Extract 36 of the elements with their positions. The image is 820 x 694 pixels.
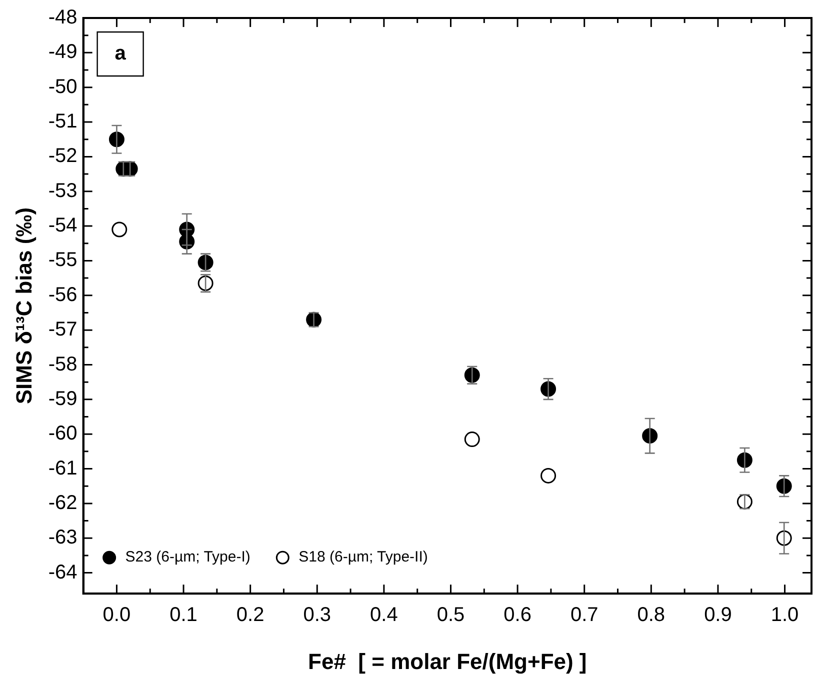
x-tick-label: 0.3: [303, 604, 332, 626]
point: [464, 432, 480, 448]
annotation: a: [114, 42, 127, 65]
y-tick-label: -54: [48, 214, 78, 237]
point: [540, 468, 556, 484]
x-tick-label: 1.0: [770, 604, 799, 626]
y-tick-label: -49: [48, 41, 78, 64]
x-tick-label: 0.0: [102, 604, 131, 626]
y-tick-label: -58: [48, 353, 78, 376]
y-tick-label: -52: [48, 145, 78, 168]
x-tick-label: 0.4: [370, 604, 398, 626]
x-tick-label: 0.7: [570, 604, 598, 626]
x-axis-title: Fe# [ = molar Fe/(Mg+Fe) ]: [308, 648, 587, 674]
x-tick-label: 0.1: [170, 604, 198, 626]
x-tick-label: 0.8: [637, 604, 666, 626]
y-tick-label: -57: [48, 318, 78, 341]
point: [112, 222, 128, 238]
x-tick-label: 0.5: [436, 604, 465, 626]
y-tick-label: -64: [48, 561, 78, 584]
y-tick-label: -56: [48, 284, 78, 306]
y-tick-label: -60: [48, 422, 78, 445]
y-tick-label: -51: [48, 110, 78, 133]
y-tick-label: -62: [48, 492, 78, 514]
y-tick-label: -50: [48, 76, 78, 98]
legend-label: S18 (6-µm; Type-II): [298, 548, 428, 566]
y-axis-title: SIMS δ¹³C bias (‰): [11, 207, 36, 404]
y-tick-label: -61: [48, 457, 78, 480]
x-tick-label: 0.6: [504, 604, 532, 626]
y-tick-label: -55: [48, 249, 78, 272]
x-tick-label: 0.9: [704, 604, 732, 626]
y-tick-label: -59: [48, 388, 78, 410]
legend-label: S23 (6-µm; Type-I): [125, 548, 250, 566]
y-tick-label: -63: [48, 526, 78, 549]
y-tick-label: -53: [48, 180, 78, 202]
x-tick-label: 0.2: [236, 604, 264, 626]
y-tick-label: -48: [48, 6, 78, 29]
